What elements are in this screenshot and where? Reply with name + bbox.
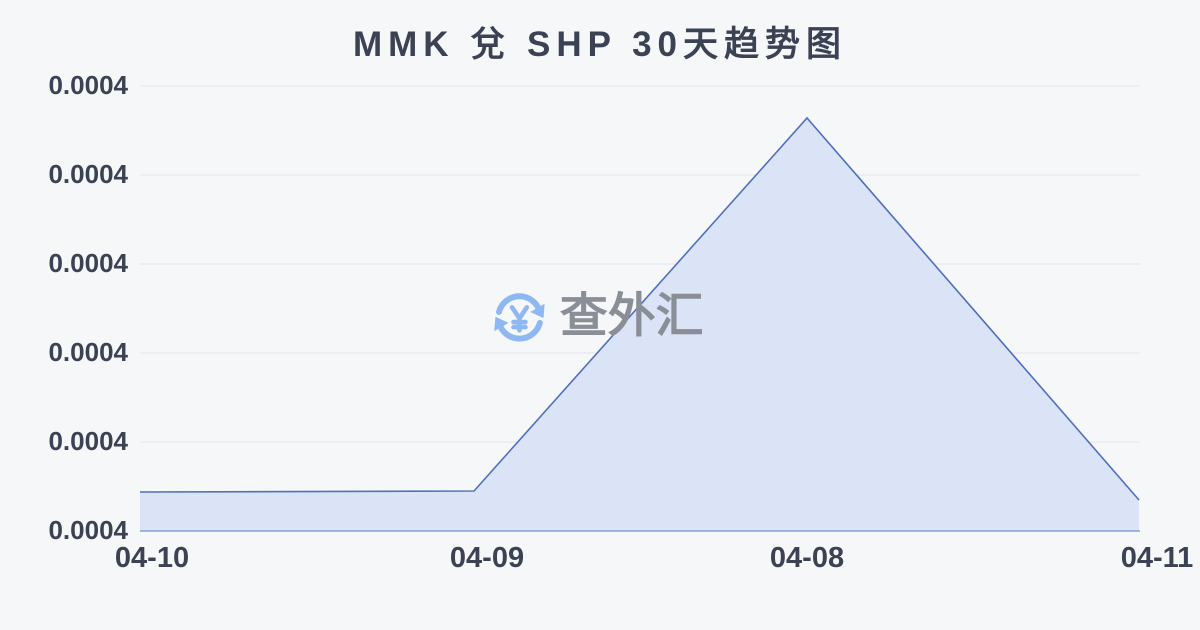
svg-text:0.0004: 0.0004 — [48, 515, 128, 545]
svg-text:0.0004: 0.0004 — [48, 70, 128, 100]
svg-text:04-10: 04-10 — [115, 542, 189, 574]
svg-text:0.0004: 0.0004 — [48, 159, 128, 189]
svg-text:04-11: 04-11 — [1121, 542, 1194, 574]
svg-text:04-09: 04-09 — [450, 542, 524, 574]
svg-text:查外汇: 查外汇 — [560, 290, 704, 343]
svg-text:0.0004: 0.0004 — [48, 426, 128, 456]
svg-text:0.0004: 0.0004 — [48, 337, 128, 367]
svg-text:0.0004: 0.0004 — [48, 248, 128, 278]
svg-text:04-08: 04-08 — [770, 542, 844, 574]
